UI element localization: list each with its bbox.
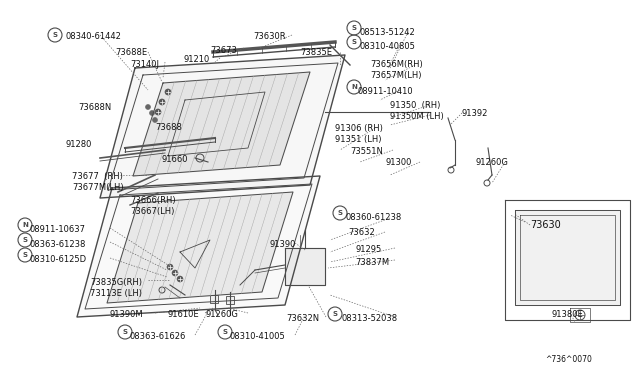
- Text: 91306 (RH): 91306 (RH): [335, 124, 383, 133]
- Polygon shape: [100, 55, 345, 198]
- Text: S: S: [337, 210, 342, 216]
- Text: 08911-10410: 08911-10410: [358, 87, 413, 96]
- Text: 73688E: 73688E: [115, 48, 147, 57]
- Circle shape: [152, 118, 157, 122]
- Text: 08310-40805: 08310-40805: [360, 42, 416, 51]
- Text: 91300: 91300: [385, 158, 412, 167]
- Text: 91660: 91660: [162, 155, 189, 164]
- Text: 73688: 73688: [155, 123, 182, 132]
- Text: N: N: [22, 222, 28, 228]
- Circle shape: [159, 99, 165, 105]
- Text: 73667(LH): 73667(LH): [130, 207, 174, 216]
- Text: 91392: 91392: [462, 109, 488, 118]
- Text: 73551N: 73551N: [350, 147, 383, 156]
- Text: 73630: 73630: [530, 220, 561, 230]
- Text: 73632N: 73632N: [286, 314, 319, 323]
- Text: 08363-61238: 08363-61238: [30, 240, 86, 249]
- Text: 08363-61626: 08363-61626: [130, 332, 186, 341]
- Text: 08911-10637: 08911-10637: [30, 225, 86, 234]
- Text: 91210: 91210: [183, 55, 209, 64]
- Text: 08310-6125D: 08310-6125D: [30, 255, 87, 264]
- Text: 08360-61238: 08360-61238: [345, 213, 401, 222]
- Text: 08313-52038: 08313-52038: [342, 314, 398, 323]
- Text: N: N: [351, 84, 357, 90]
- Text: S: S: [22, 252, 28, 258]
- Circle shape: [165, 89, 171, 95]
- Circle shape: [145, 105, 150, 109]
- Text: 91390M: 91390M: [110, 310, 143, 319]
- Text: 91280: 91280: [65, 140, 92, 149]
- Text: 91260G: 91260G: [475, 158, 508, 167]
- Text: 73113E (LH): 73113E (LH): [90, 289, 142, 298]
- Polygon shape: [77, 176, 320, 317]
- Text: 73677  (RH): 73677 (RH): [72, 172, 123, 181]
- Text: 73837M: 73837M: [355, 258, 389, 267]
- Text: 91390: 91390: [270, 240, 296, 249]
- Text: ^736^0070: ^736^0070: [545, 355, 592, 364]
- Text: 73835E: 73835E: [300, 48, 332, 57]
- Text: 73666(RH): 73666(RH): [130, 196, 175, 205]
- Polygon shape: [133, 72, 310, 176]
- Text: 73630R: 73630R: [253, 32, 285, 41]
- Text: 73688N: 73688N: [78, 103, 111, 112]
- Bar: [226, 296, 234, 304]
- Text: S: S: [52, 32, 58, 38]
- Text: 91380E: 91380E: [552, 310, 584, 319]
- Text: S: S: [22, 237, 28, 243]
- Text: S: S: [122, 329, 127, 335]
- Text: S: S: [223, 329, 227, 335]
- Text: 73673: 73673: [210, 46, 237, 55]
- Text: 91350  (RH): 91350 (RH): [390, 101, 440, 110]
- Text: S: S: [351, 25, 356, 31]
- Text: 91295: 91295: [355, 245, 381, 254]
- Bar: [210, 295, 218, 303]
- Text: S: S: [351, 39, 356, 45]
- Text: 08340-61442: 08340-61442: [65, 32, 121, 41]
- Text: 91610E: 91610E: [168, 310, 200, 319]
- Text: 73657M(LH): 73657M(LH): [370, 71, 422, 80]
- Text: 91260G: 91260G: [206, 310, 239, 319]
- Text: 73632: 73632: [348, 228, 375, 237]
- Text: 08310-41005: 08310-41005: [230, 332, 285, 341]
- Text: 08513-51242: 08513-51242: [360, 28, 416, 37]
- Circle shape: [155, 109, 161, 115]
- Text: S: S: [333, 311, 337, 317]
- Polygon shape: [285, 248, 325, 285]
- Circle shape: [167, 264, 173, 270]
- Text: 73656M(RH): 73656M(RH): [370, 60, 423, 69]
- Circle shape: [177, 276, 183, 282]
- Polygon shape: [515, 210, 620, 305]
- Text: 73677M(LH): 73677M(LH): [72, 183, 124, 192]
- Circle shape: [150, 110, 154, 115]
- Text: 91350M (LH): 91350M (LH): [390, 112, 444, 121]
- Circle shape: [172, 270, 178, 276]
- Text: 73140J: 73140J: [130, 60, 159, 69]
- Text: 73835G(RH): 73835G(RH): [90, 278, 142, 287]
- Polygon shape: [107, 192, 293, 303]
- Text: 91351 (LH): 91351 (LH): [335, 135, 381, 144]
